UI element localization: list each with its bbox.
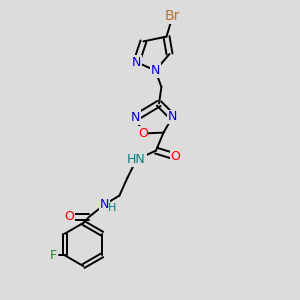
Text: HN: HN (127, 153, 146, 166)
Text: N: N (131, 111, 140, 124)
Text: H: H (108, 202, 116, 213)
Text: F: F (50, 249, 57, 262)
Text: N: N (151, 64, 160, 77)
Text: N: N (168, 110, 177, 124)
Text: N: N (100, 198, 109, 211)
Text: O: O (138, 127, 148, 140)
Text: O: O (65, 210, 74, 223)
Text: Br: Br (165, 10, 180, 23)
Text: O: O (171, 150, 180, 163)
Text: N: N (132, 56, 141, 69)
